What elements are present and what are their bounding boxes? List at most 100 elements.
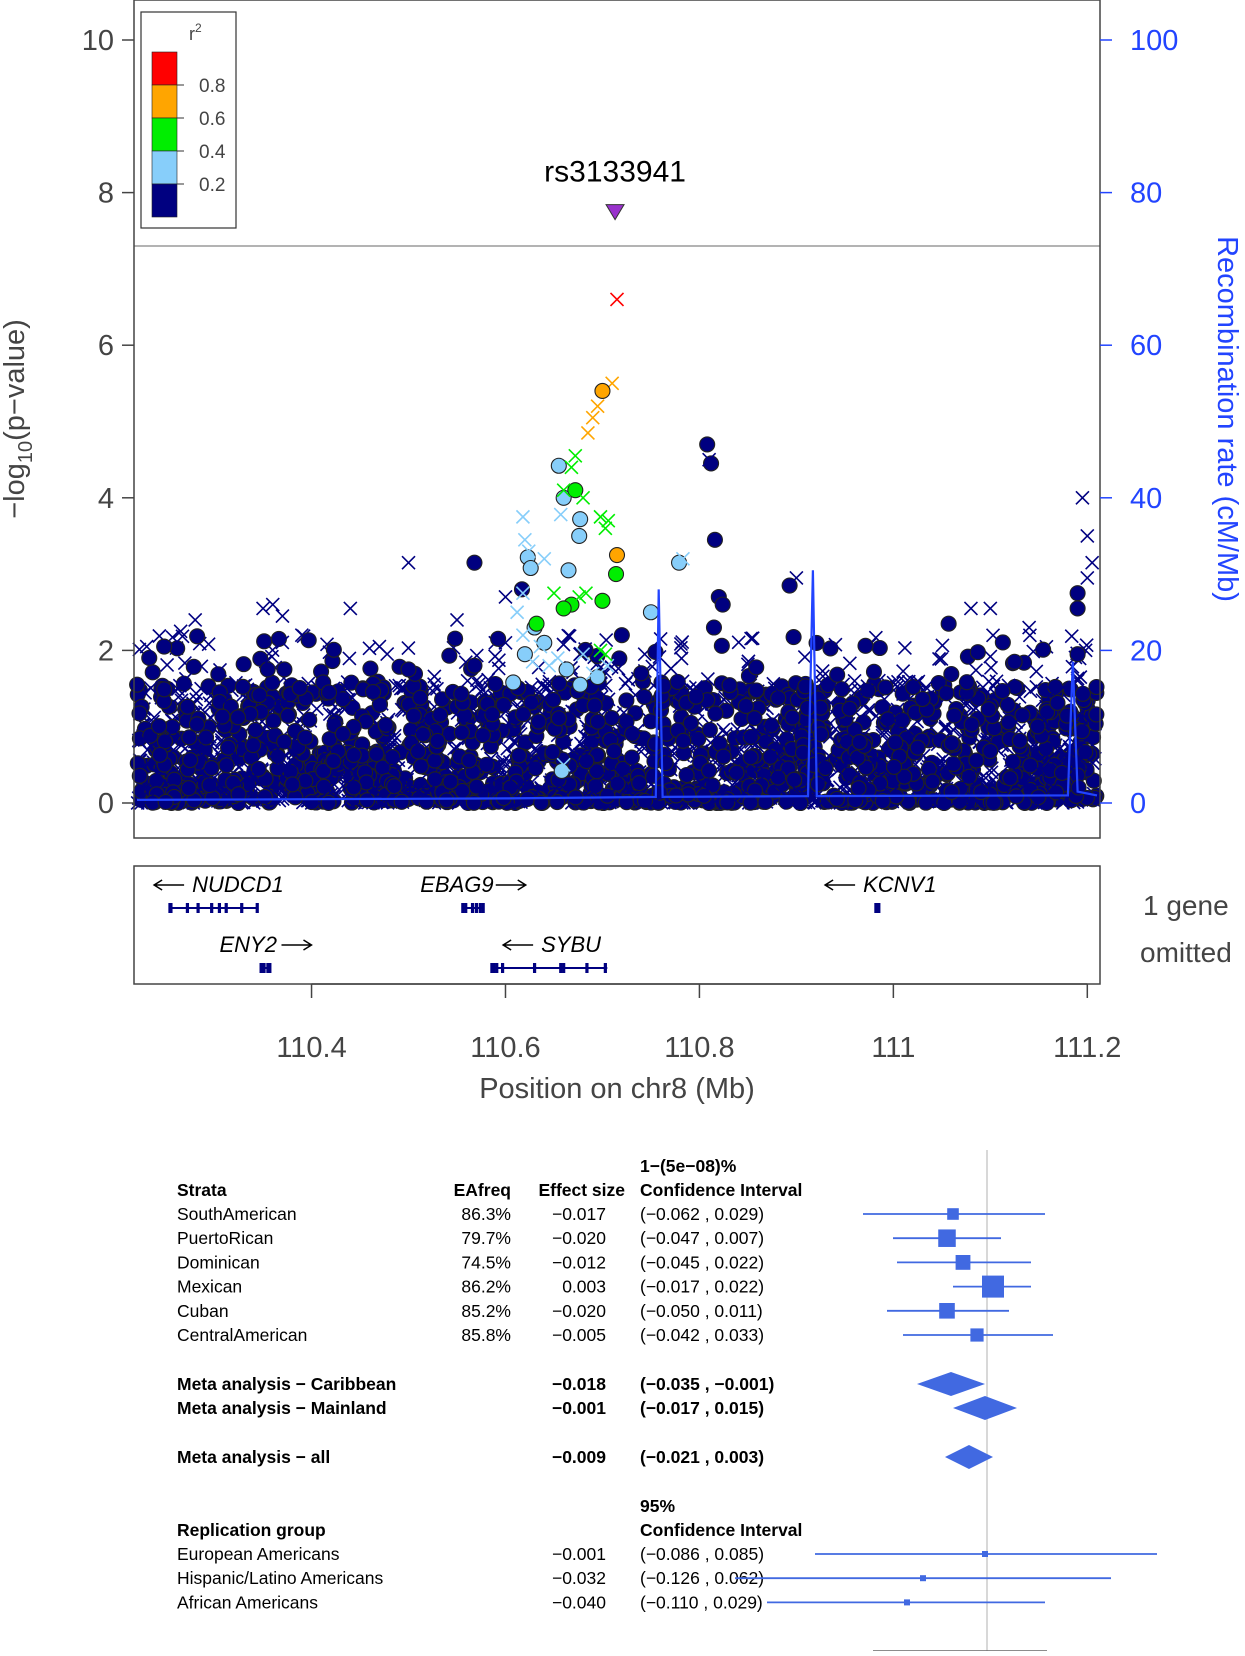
snp-point-background xyxy=(550,710,567,727)
gene-direction-arrow xyxy=(281,939,313,951)
snp-point-background xyxy=(474,684,489,699)
snp-point-background xyxy=(766,676,781,691)
snp-point-background xyxy=(630,723,645,738)
gene-exon xyxy=(481,903,485,913)
recombination-rate-series xyxy=(136,570,1098,801)
snp-point-background xyxy=(291,679,308,697)
snp-point-background xyxy=(883,786,898,801)
stratum-ci: (−0.062 , 0.029) xyxy=(640,1204,764,1224)
snp-point-background xyxy=(631,775,648,792)
snp-point-background xyxy=(767,681,782,696)
snp-point-background xyxy=(1030,789,1047,806)
snp-point-lightblue xyxy=(560,562,577,579)
snp-point-background xyxy=(695,777,710,792)
stratum-eafreq: 79.7% xyxy=(461,1228,511,1248)
snp-point-navy xyxy=(613,627,630,644)
snp-point-navy xyxy=(294,628,309,643)
snp-point-background xyxy=(980,701,997,718)
snp-point-background xyxy=(983,649,998,664)
snp-point-background xyxy=(1039,704,1056,721)
snp-point-background xyxy=(340,674,355,690)
gene-label: EBAG9 xyxy=(420,872,493,897)
snp-point-background xyxy=(495,696,512,713)
snp-point-background xyxy=(931,651,947,666)
snp-point-navy xyxy=(699,436,716,453)
gene-direction-arrow xyxy=(823,879,856,891)
snp-point-background xyxy=(600,702,615,717)
snp-point-background xyxy=(885,713,900,728)
snp-point-background xyxy=(440,762,455,777)
y-axis-left: 0 2 4 6 8 10 xyxy=(82,25,134,820)
snp-point-green xyxy=(564,460,579,475)
snp-point-background xyxy=(968,663,984,678)
snp-point-background xyxy=(453,685,470,702)
snp-point-background xyxy=(160,657,175,673)
snp-point-orange xyxy=(594,382,611,400)
snp-point-green xyxy=(556,483,571,498)
legend-level-label: 0.2 xyxy=(199,175,225,196)
snp-point-background xyxy=(217,694,232,709)
snp-point-background xyxy=(920,794,935,809)
snp-point-background xyxy=(713,637,730,654)
snp-point-background xyxy=(474,727,491,744)
snp-point-background xyxy=(259,661,276,678)
gene-exon xyxy=(478,903,482,913)
snp-point-background xyxy=(415,789,430,804)
stratum-effect-square xyxy=(970,1328,984,1342)
snp-point-background xyxy=(725,777,740,793)
r2-legend: r2 0.8 0.6 0.4 0.2 xyxy=(140,11,237,229)
snp-point-background xyxy=(1001,678,1016,693)
snp-point-background xyxy=(230,786,247,803)
snp-point-background xyxy=(945,755,962,773)
meta-ci: (−0.035 , −0.001) xyxy=(640,1374,774,1394)
snp-point-navy xyxy=(633,665,650,682)
snp-point-navy xyxy=(173,624,188,639)
gene-omitted-note: 1 gene xyxy=(1143,890,1229,921)
snp-point-background xyxy=(234,678,251,695)
snp-point-background xyxy=(623,749,640,766)
snp-point-lightblue xyxy=(533,639,548,654)
snp-point-background xyxy=(850,780,867,797)
snp-point-background xyxy=(887,734,904,751)
snp-point-background xyxy=(181,729,198,746)
meta-rows: Meta analysis − Caribbean −0.018 (−0.035 ,… xyxy=(177,1372,1017,1469)
snp-point-background xyxy=(478,780,493,796)
snp-point-background xyxy=(731,635,746,650)
snp-point-navy xyxy=(706,531,723,548)
snp-point-background xyxy=(742,749,759,766)
snp-point-background xyxy=(405,707,422,724)
x-tick-label: 111.2 xyxy=(1053,1032,1121,1064)
snp-point-background xyxy=(1047,678,1064,696)
snp-point-background xyxy=(894,711,911,729)
snp-point-background xyxy=(178,671,193,686)
x-tick-label: 110.4 xyxy=(276,1032,346,1064)
snp-point-navy xyxy=(1022,620,1037,635)
snp-point-navy xyxy=(466,657,483,674)
snp-point-background xyxy=(527,760,544,777)
snp-point-background xyxy=(151,746,168,763)
snp-point-background xyxy=(938,685,955,702)
replication-label: Hispanic/Latino Americans xyxy=(177,1568,383,1588)
snp-point-background xyxy=(323,781,338,796)
snp-point-background xyxy=(707,705,724,722)
snp-point-background xyxy=(935,638,950,653)
snp-point-background xyxy=(1028,795,1043,810)
snp-point-background xyxy=(897,640,912,656)
snp-point-background xyxy=(498,704,513,719)
x-axis-label: Position on chr8 (Mb) xyxy=(479,1073,755,1105)
snp-point-navy xyxy=(188,612,203,627)
snp-point-navy xyxy=(466,554,483,571)
x-tick-label: 110.6 xyxy=(470,1032,540,1064)
snp-point-navy xyxy=(983,601,998,616)
snp-point-green xyxy=(607,566,625,583)
snp-point-background xyxy=(447,630,464,647)
snp-point-background xyxy=(214,708,231,725)
x-tick-label: 111 xyxy=(871,1032,915,1064)
snp-point-background xyxy=(577,641,594,659)
snp-point-background xyxy=(829,666,846,683)
snp-point-green xyxy=(528,615,545,632)
legend-swatch-lightblue xyxy=(151,150,178,185)
ci-header-line1: 1−(5e−08)% xyxy=(640,1156,737,1176)
meta-label: Meta analysis − Mainland xyxy=(177,1398,387,1418)
snp-point-background xyxy=(851,734,868,751)
